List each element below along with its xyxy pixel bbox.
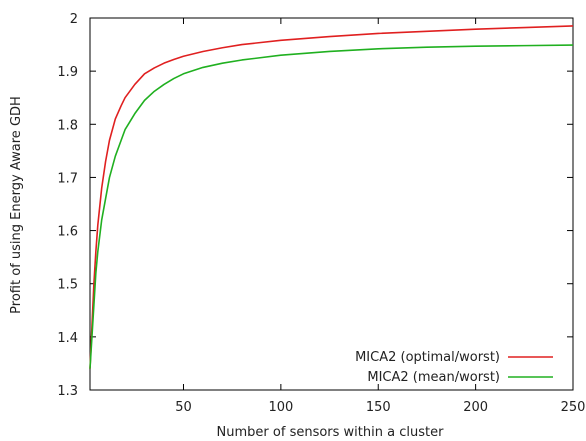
legend-label-1: MICA2 (optimal/worst) bbox=[355, 350, 500, 365]
y-axis-label: Profit of using Energy Aware GDH bbox=[9, 96, 24, 314]
series-layer bbox=[89, 25, 574, 369]
y-tick-label: 1.9 bbox=[57, 65, 78, 80]
series-line-2 bbox=[89, 44, 574, 369]
series-line-1 bbox=[89, 25, 574, 369]
y-tick-label: 1.6 bbox=[57, 225, 78, 240]
y-tick-label: 1.7 bbox=[57, 171, 78, 186]
x-axis: 50 100 150 200 250 bbox=[175, 18, 585, 415]
y-tick-label: 1.4 bbox=[57, 331, 78, 346]
x-tick-label: 50 bbox=[175, 400, 192, 415]
y-tick-label: 1.5 bbox=[57, 278, 78, 293]
x-tick-label: 250 bbox=[561, 400, 586, 415]
y-tick-label: 1.8 bbox=[57, 118, 78, 133]
x-axis-label: Number of sensors within a cluster bbox=[217, 425, 445, 440]
y-tick-label: 2 bbox=[70, 12, 78, 27]
x-tick-label: 150 bbox=[366, 400, 391, 415]
x-tick-label: 200 bbox=[463, 400, 488, 415]
plot-frame bbox=[89, 17, 574, 391]
y-axis: 1.3 1.4 1.5 1.6 1.7 1.8 1.9 2 bbox=[57, 12, 573, 399]
y-tick-label: 1.3 bbox=[57, 384, 78, 399]
legend: MICA2 (optimal/worst) MICA2 (mean/worst) bbox=[355, 350, 553, 385]
legend-label-2: MICA2 (mean/worst) bbox=[367, 370, 500, 385]
plot-area bbox=[89, 17, 574, 391]
x-tick-label: 100 bbox=[268, 400, 293, 415]
